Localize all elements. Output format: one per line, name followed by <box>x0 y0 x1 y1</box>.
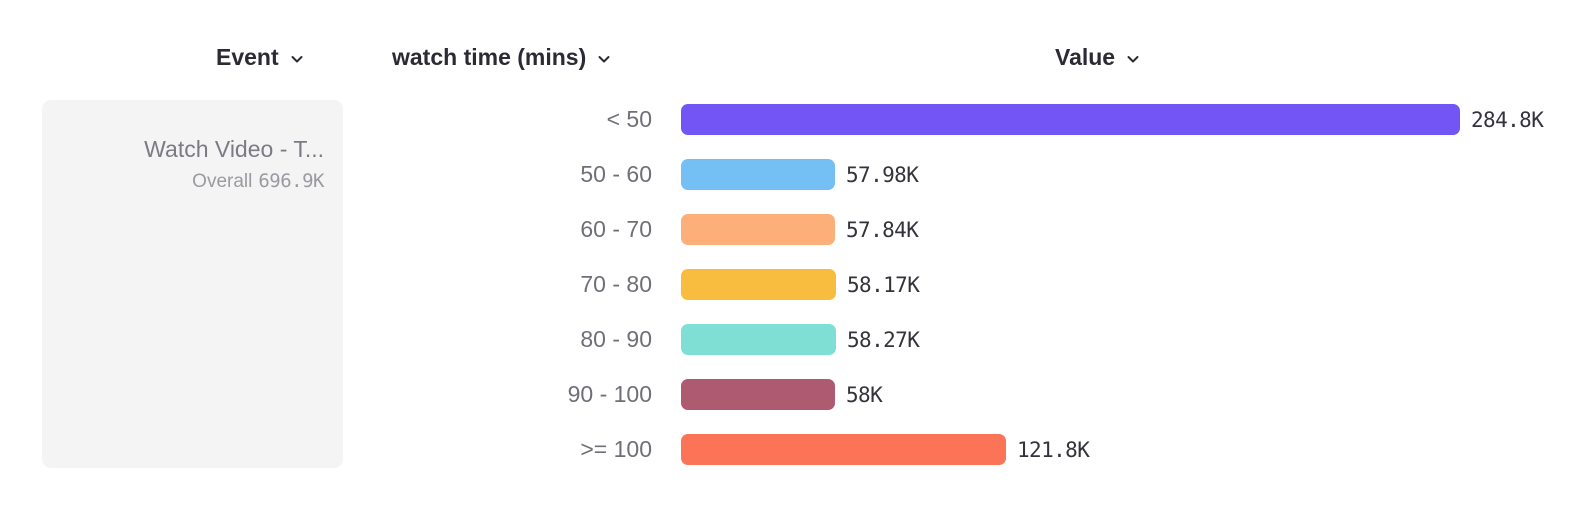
chart-row-category-label: < 50 <box>606 106 652 132</box>
chart-row-category-label: 70 - 80 <box>580 271 652 297</box>
chart-row-bar-area: 57.84K <box>681 210 919 249</box>
chart-row-category-label: 90 - 100 <box>567 381 652 407</box>
chart-bar[interactable] <box>681 159 835 190</box>
chart-bar-value-label: 58.17K <box>847 272 920 297</box>
column-header-watch-time-label: watch time (mins) <box>392 44 587 70</box>
event-overall-label: Overall <box>192 171 253 192</box>
chart-row[interactable]: < 50 284.8K <box>0 100 1592 155</box>
chart-row[interactable]: 60 - 70 57.84K <box>0 210 1592 265</box>
chart-bar-value-label: 58K <box>846 382 883 407</box>
chart-row[interactable]: 90 - 100 58K <box>0 375 1592 430</box>
chart-bar-value-label: 121.8K <box>1017 437 1090 462</box>
chart-row-bar-area: 58K <box>681 375 883 414</box>
chart-row-bar-area: 284.8K <box>681 100 1544 139</box>
chart-bar[interactable] <box>681 104 1460 135</box>
event-name: Watch Video - T... <box>144 136 324 162</box>
column-header-watch-time[interactable]: watch time (mins) <box>392 44 612 71</box>
chart-bar-value-label: 58.27K <box>847 327 920 352</box>
chart-row[interactable]: 50 - 60 57.98K <box>0 155 1592 210</box>
chart-bar[interactable] <box>681 324 836 355</box>
chevron-down-icon[interactable] <box>1125 51 1141 67</box>
chart-row-category-label: 60 - 70 <box>580 216 652 242</box>
chart-bar[interactable] <box>681 214 835 245</box>
event-overall: Overall 696.9K <box>144 170 324 193</box>
chart-row-category-label: >= 100 <box>580 436 652 462</box>
chart-row-bar-area: 57.98K <box>681 155 919 194</box>
chevron-down-icon[interactable] <box>596 51 612 67</box>
bar-chart-rows: < 50 284.8K 50 - 60 57.98K 60 - 70 57.84K 70 -… <box>0 100 1592 485</box>
chart-bar[interactable] <box>681 379 835 410</box>
chart-row[interactable]: 80 - 90 58.27K <box>0 320 1592 375</box>
chart-bar[interactable] <box>681 269 836 300</box>
event-card-content: Watch Video - T... Overall 696.9K <box>144 134 324 193</box>
chevron-down-icon[interactable] <box>289 51 305 67</box>
chart-row-category-label: 80 - 90 <box>580 326 652 352</box>
chart-row[interactable]: 70 - 80 58.17K <box>0 265 1592 320</box>
column-header-row: Event watch time (mins) Value <box>0 44 1592 82</box>
chart-bar[interactable] <box>681 434 1006 465</box>
chart-bar-value-label: 57.98K <box>846 162 919 187</box>
chart-row[interactable]: >= 100 121.8K <box>0 430 1592 485</box>
column-header-value[interactable]: Value <box>1055 44 1141 71</box>
chart-bar-value-label: 284.8K <box>1471 107 1544 132</box>
event-card[interactable]: Watch Video - T... Overall 696.9K <box>42 100 343 468</box>
event-overall-value: 696.9K <box>258 170 324 192</box>
chart-row-bar-area: 58.27K <box>681 320 920 359</box>
column-header-value-label: Value <box>1055 44 1116 70</box>
column-header-event-label: Event <box>216 44 279 70</box>
chart-row-category-label: 50 - 60 <box>580 161 652 187</box>
chart-row-bar-area: 58.17K <box>681 265 920 304</box>
column-header-event[interactable]: Event <box>216 44 305 71</box>
chart-bar-value-label: 57.84K <box>846 217 919 242</box>
chart-row-bar-area: 121.8K <box>681 430 1090 469</box>
